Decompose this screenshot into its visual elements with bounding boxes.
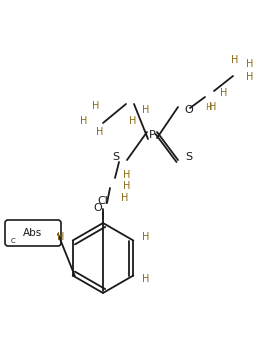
Text: H: H — [231, 55, 239, 65]
Text: O: O — [93, 203, 102, 213]
Text: P: P — [149, 130, 155, 140]
Text: H: H — [123, 181, 131, 191]
Text: H: H — [246, 72, 254, 82]
Text: H: H — [220, 88, 228, 98]
Text: H: H — [80, 116, 88, 126]
Text: S: S — [185, 152, 192, 162]
Text: H: H — [96, 127, 104, 137]
Text: H: H — [142, 232, 149, 242]
Text: Cl: Cl — [98, 196, 109, 206]
Text: H: H — [123, 170, 131, 180]
Text: H: H — [142, 105, 150, 115]
Text: H: H — [121, 193, 129, 203]
Text: H: H — [92, 101, 100, 111]
Text: H: H — [246, 59, 254, 69]
Text: C: C — [11, 238, 15, 244]
Text: H: H — [142, 273, 149, 283]
Text: H: H — [57, 232, 64, 242]
Text: S: S — [112, 152, 120, 162]
Text: H: H — [205, 102, 211, 111]
Text: Abs: Abs — [23, 228, 43, 238]
Text: O: O — [185, 105, 193, 115]
Text: H: H — [209, 102, 217, 112]
FancyBboxPatch shape — [5, 220, 61, 246]
Text: H: H — [129, 116, 137, 126]
